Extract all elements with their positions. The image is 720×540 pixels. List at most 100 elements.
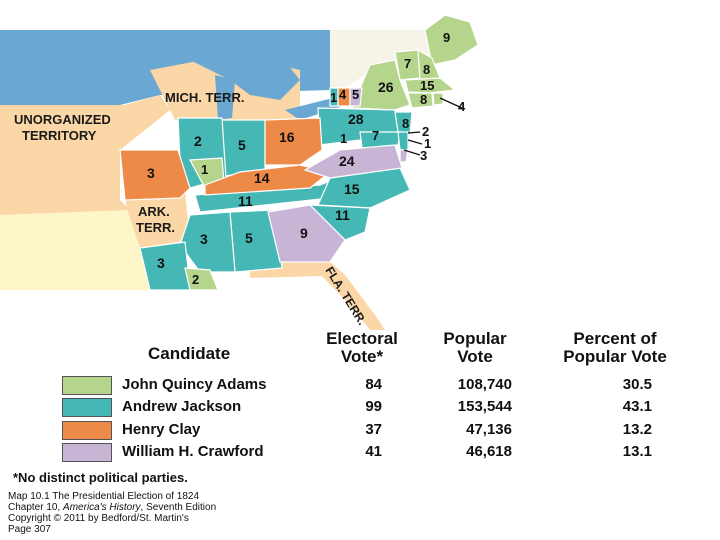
mich-terr-label: MICH. TERR. bbox=[165, 90, 244, 105]
candidate-row: John Quincy Adams 84 108,740 30.5 bbox=[62, 376, 702, 395]
caption: Map 10.1 The Presidential Election of 18… bbox=[8, 491, 216, 535]
illinois-adams-votes: 1 bbox=[201, 162, 208, 177]
new-york-state bbox=[351, 59, 411, 111]
candidate-name: John Quincy Adams bbox=[122, 376, 267, 393]
ny-crawford-votes: 5 bbox=[352, 87, 359, 102]
new-jersey-votes: 8 bbox=[402, 116, 409, 131]
electoral-vote: 41 bbox=[365, 443, 382, 460]
unorganized-label-line1: UNORGANIZED bbox=[14, 112, 111, 127]
new-jersey-state bbox=[394, 111, 413, 136]
delaware-votes-a: 2 bbox=[422, 124, 429, 139]
ark-terr-region bbox=[125, 192, 190, 248]
candidate-row: Henry Clay 37 47,136 13.2 bbox=[62, 421, 702, 440]
popular-vote: 47,136 bbox=[466, 421, 512, 438]
ohio-state bbox=[264, 117, 323, 166]
candidate-name: Henry Clay bbox=[122, 421, 201, 438]
indiana-votes: 5 bbox=[238, 137, 246, 153]
georgia-votes: 9 bbox=[300, 225, 308, 241]
maryland-state bbox=[359, 131, 401, 149]
new-york-votes: 26 bbox=[378, 79, 394, 95]
illinois-votes: 2 bbox=[194, 133, 202, 149]
maryland-adams-votes: 1 bbox=[340, 131, 347, 146]
tennessee-votes: 11 bbox=[238, 193, 253, 209]
header-candidate: Candidate bbox=[148, 344, 231, 363]
virginia-state bbox=[303, 144, 403, 179]
caption-line2: Chapter 10, America's History, Seventh E… bbox=[8, 502, 216, 513]
ny-clay-votes: 4 bbox=[339, 87, 347, 102]
maryland-votes: 7 bbox=[372, 128, 379, 143]
unorganized-label-line2: TERRITORY bbox=[22, 128, 97, 143]
popular-vote: 108,740 bbox=[457, 376, 512, 393]
caption-line3: Copyright © 2011 by Bedford/St. Martin's bbox=[8, 513, 189, 524]
maryland-crawford-portion bbox=[399, 149, 409, 163]
popular-vote: 46,618 bbox=[466, 443, 512, 460]
header-popular-line2: Vote bbox=[457, 347, 493, 366]
caption-line2-italic: America's History bbox=[63, 502, 141, 513]
pennsylvania-votes: 28 bbox=[348, 111, 364, 127]
louisiana-votes: 3 bbox=[157, 255, 165, 271]
candidate-name: William H. Crawford bbox=[122, 443, 264, 460]
candidate-name: Andrew Jackson bbox=[122, 398, 242, 415]
header-popular: Popular Vote bbox=[420, 330, 530, 366]
ny-crawford-segment bbox=[349, 87, 363, 107]
rhode-island-votes: 4 bbox=[458, 99, 466, 114]
kentucky-votes: 14 bbox=[254, 170, 270, 186]
candidate-row: William H. Crawford 41 46,618 13.1 bbox=[62, 443, 702, 462]
percent-popular-vote: 13.1 bbox=[622, 443, 652, 460]
georgia-state bbox=[267, 204, 346, 263]
connecticut-state bbox=[407, 92, 434, 109]
percent-popular-vote: 30.5 bbox=[622, 376, 652, 393]
foreign-territory-region bbox=[0, 210, 150, 290]
virginia-votes: 24 bbox=[339, 153, 355, 169]
candidate-color-swatch bbox=[62, 376, 112, 395]
alabama-votes: 5 bbox=[245, 230, 253, 246]
delaware-votes-b: 1 bbox=[424, 136, 431, 151]
vermont-votes: 7 bbox=[404, 56, 411, 71]
louisiana-adams-votes: 2 bbox=[192, 272, 199, 287]
percent-popular-vote: 43.1 bbox=[622, 398, 652, 415]
unorganized-territory-region bbox=[0, 95, 170, 215]
header-electoral: Electoral Vote* bbox=[312, 330, 412, 366]
callout-lines bbox=[403, 97, 463, 156]
caption-line1: Map 10.1 The Presidential Election of 18… bbox=[8, 491, 200, 502]
caption-line2-pre: Chapter 10, bbox=[8, 502, 64, 513]
footnote: *No distinct political parties. bbox=[13, 470, 188, 485]
louisiana-adams-portion bbox=[184, 267, 219, 291]
candidate-color-swatch bbox=[62, 443, 112, 462]
new-hampshire-votes: 8 bbox=[423, 62, 430, 77]
candidate-color-swatch bbox=[62, 421, 112, 440]
mississippi-state bbox=[179, 211, 236, 273]
mississippi-votes: 3 bbox=[200, 231, 208, 247]
canada-east bbox=[330, 30, 430, 90]
header-popular-line1: Popular bbox=[443, 329, 507, 348]
popular-vote: 153,544 bbox=[457, 398, 512, 415]
massachusetts-state bbox=[404, 77, 457, 94]
ohio-votes: 16 bbox=[279, 129, 295, 145]
electoral-vote: 99 bbox=[365, 398, 382, 415]
header-electoral-line1: Electoral bbox=[326, 329, 398, 348]
header-electoral-line2: Vote* bbox=[340, 347, 384, 366]
ark-terr-label-line2: TERR. bbox=[136, 220, 175, 235]
header-percent: Percent of Popular Vote bbox=[535, 330, 695, 366]
electoral-vote: 37 bbox=[365, 421, 382, 438]
maryland-crawford-votes: 3 bbox=[420, 148, 427, 163]
lake-michigan bbox=[215, 75, 235, 120]
header-percent-line2: Popular Vote bbox=[563, 347, 667, 366]
great-lakes bbox=[180, 35, 300, 100]
ny-jackson-votes: 1 bbox=[330, 90, 337, 105]
missouri-votes: 3 bbox=[147, 165, 155, 181]
missouri-state bbox=[119, 149, 191, 201]
north-carolina-votes: 15 bbox=[344, 181, 360, 197]
percent-popular-vote: 13.2 bbox=[622, 421, 652, 438]
candidate-row: Andrew Jackson 99 153,544 43.1 bbox=[62, 398, 702, 417]
election-map: MICH. TERR. UNORGANIZED TERRITORY ARK. T… bbox=[0, 15, 478, 330]
connecticut-votes: 8 bbox=[420, 92, 427, 107]
candidate-color-swatch bbox=[62, 398, 112, 417]
rhode-island-state bbox=[432, 92, 444, 106]
delaware-state bbox=[397, 131, 409, 151]
south-carolina-votes: 11 bbox=[335, 207, 350, 223]
header-percent-line1: Percent of bbox=[573, 329, 657, 348]
ark-terr-label-line1: ARK. bbox=[138, 204, 170, 219]
caption-line2-post: , Seventh Edition bbox=[140, 502, 217, 513]
maine-votes: 9 bbox=[443, 30, 450, 45]
